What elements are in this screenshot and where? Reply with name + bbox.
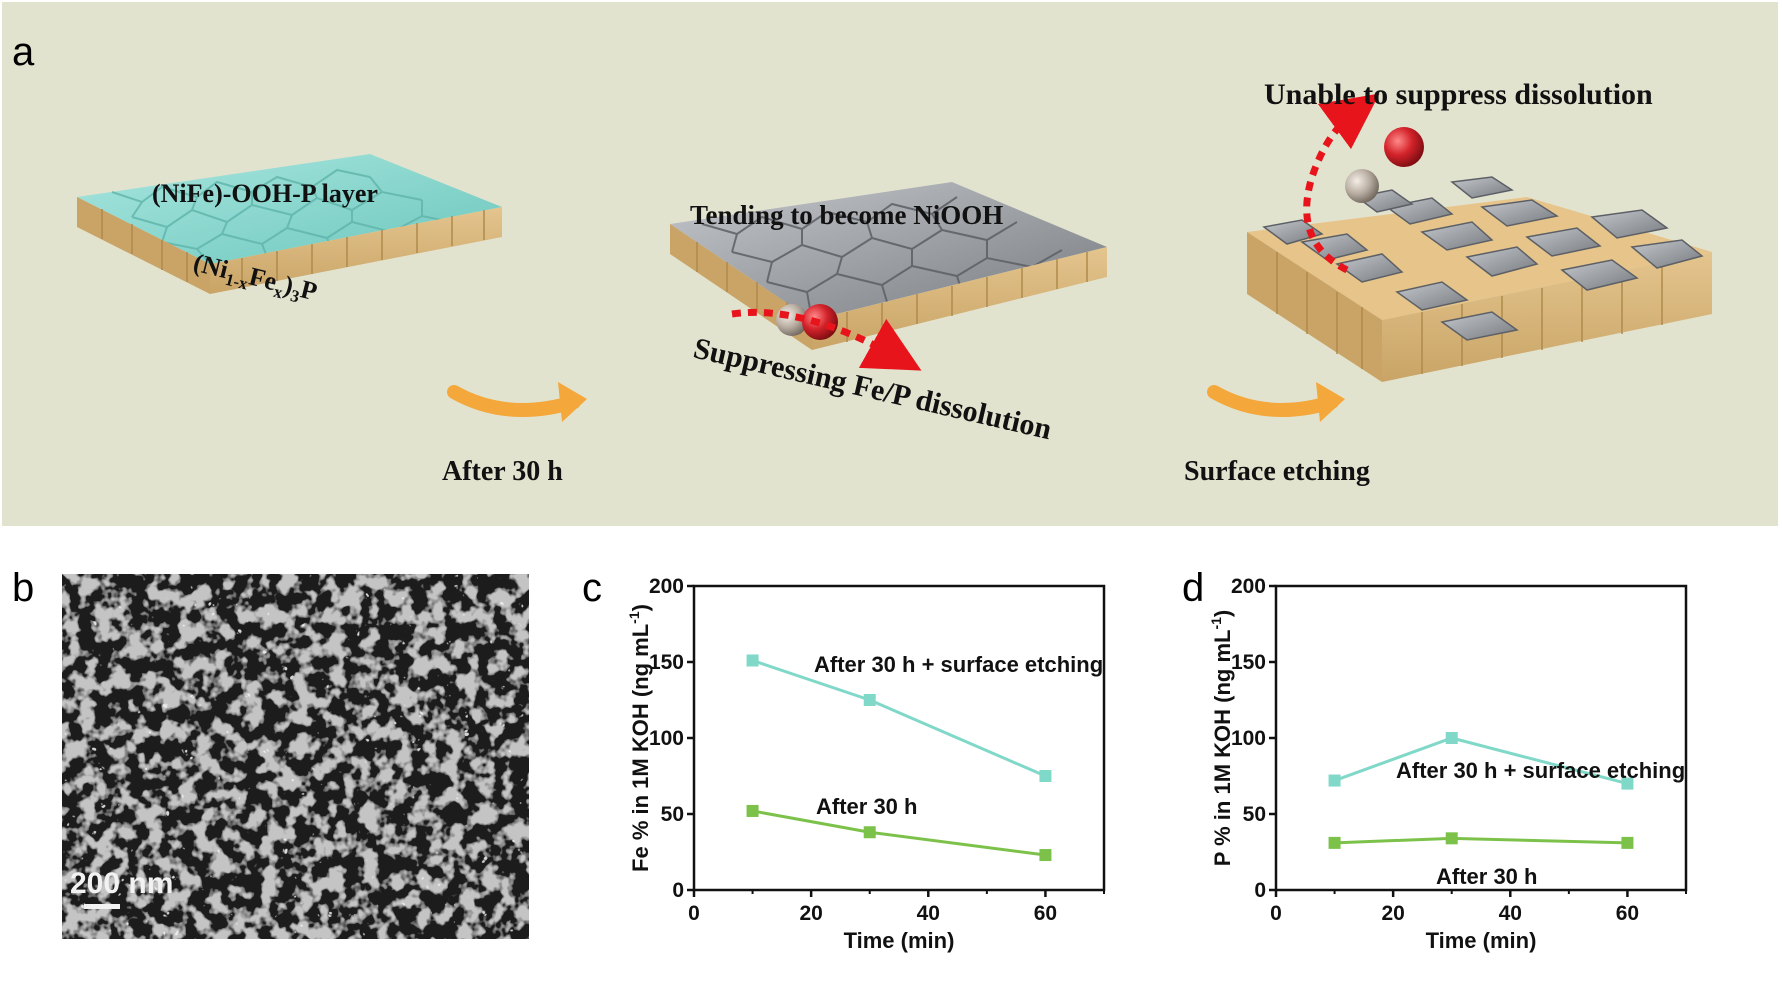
series-annotation-1: After 30 h	[816, 794, 917, 819]
suppression-arrow	[731, 308, 922, 371]
series-annotation-1: After 30 h	[1436, 864, 1537, 889]
data-point-0-0	[746, 654, 759, 667]
plot-frame	[692, 584, 1106, 892]
x-tick-label: 0	[1270, 902, 1282, 925]
bulk-front-side	[210, 207, 502, 294]
panel-label-c: c	[582, 566, 602, 610]
process-arrow-2	[1207, 385, 1339, 417]
bulk-phase-label: (Ni1-xFex)3P	[190, 248, 321, 311]
step1-label: After 30 h	[442, 456, 563, 487]
y-axis-title: P % in 1M KOH (ng mL-1)	[1208, 610, 1235, 867]
y-tick-label: 0	[672, 879, 684, 902]
scale-bar-label: 200 nm	[70, 867, 174, 900]
p-dissolution-chart: 0 50 100 150 200 0 20 40 60 Time (min) P % in 1M K…	[1208, 575, 1688, 953]
series-line-0	[752, 659, 1047, 778]
y-tick-label: 150	[649, 651, 684, 674]
series-annotation-0: After 30 h + surface etching	[814, 652, 1103, 677]
y-tick-label: 0	[1254, 879, 1266, 902]
y-tick-label: 50	[661, 803, 684, 826]
right-top-label: Unable to suppress dissolution	[1264, 78, 1653, 111]
y-tick-label: 100	[649, 727, 684, 750]
data-point-1-0	[1328, 836, 1341, 849]
panel-label-a: a	[12, 30, 35, 74]
x-tick-label: 20	[1381, 902, 1404, 925]
data-point-1-2	[1039, 849, 1052, 862]
data-point-1-0	[746, 804, 759, 817]
layer-label: (NiFe)-OOH-P layer	[152, 179, 378, 208]
y-tick-label: 200	[1231, 575, 1266, 598]
sem-micrograph: 200 nm	[62, 574, 529, 939]
fe-dissolution-chart: 0 50 100 150 200 0 20 40 60 Time (min) Fe % in 1M …	[626, 575, 1106, 953]
middle-bottom-label: Suppressing Fe/P dissolution	[690, 332, 1055, 447]
series-annotation-0: After 30 h + surface etching	[1396, 758, 1685, 783]
x-tick-label: 20	[799, 902, 822, 925]
bulk-left-side	[77, 197, 210, 294]
block-initial: (NiFe)-OOH-P layer (Ni1-xFex)3P	[77, 154, 502, 311]
data-point-0-1	[863, 694, 876, 706]
teal-top-surface	[77, 154, 502, 264]
bulk-front-side-3	[1382, 252, 1712, 382]
data-point-0-0	[1328, 774, 1341, 787]
red-sphere-released	[1384, 127, 1424, 167]
y-tick-label: 200	[649, 575, 684, 598]
sem-texture	[62, 574, 529, 939]
grey-sphere-released	[1345, 169, 1379, 203]
x-tick-label: 60	[1616, 902, 1639, 925]
data-point-0-1	[1445, 732, 1458, 744]
data-point-1-1	[863, 826, 876, 839]
x-axis-title: Time (min)	[1426, 928, 1537, 953]
process-arrow-2-head	[1316, 382, 1345, 422]
x-tick-label: 60	[1034, 902, 1057, 925]
block-after-30h: Tending to become NiOOH Suppressing Fe/P…	[670, 182, 1107, 446]
schematic-panel: (NiFe)-OOH-P layer (Ni1-xFex)3P After 30…	[2, 2, 1778, 526]
dissolution-arrow	[1303, 93, 1380, 274]
y-axis-title: Fe % in 1M KOH (ng mL-1)	[626, 604, 653, 872]
data-point-1-2	[1621, 836, 1634, 849]
y-tick-label: 150	[1231, 651, 1266, 674]
bulk-left-side-3	[1247, 232, 1382, 382]
data-point-0-2	[1621, 777, 1634, 790]
data-point-1-1	[1445, 832, 1458, 845]
series-line-1	[1334, 836, 1628, 845]
data-point-0-2	[1039, 770, 1052, 782]
x-axis-title: Time (min)	[844, 928, 955, 953]
step2-label: Surface etching	[1184, 456, 1370, 487]
panel-label-b: b	[12, 566, 35, 610]
y-tick-label: 100	[1231, 727, 1266, 750]
panel-label-d: d	[1182, 566, 1205, 610]
y-tick-label: 50	[1243, 803, 1266, 826]
block-etched: Unable to suppress dissolution	[1247, 78, 1712, 382]
scale-bar	[84, 904, 120, 909]
x-tick-label: 40	[917, 902, 940, 925]
process-arrow-1-head	[558, 382, 587, 422]
x-tick-label: 40	[1499, 902, 1522, 925]
middle-top-label: Tending to become NiOOH	[690, 200, 1003, 230]
x-tick-label: 0	[688, 902, 700, 925]
schematic-illustration: (NiFe)-OOH-P layer (Ni1-xFex)3P After 30…	[77, 78, 1712, 487]
process-arrow-1	[447, 385, 581, 417]
